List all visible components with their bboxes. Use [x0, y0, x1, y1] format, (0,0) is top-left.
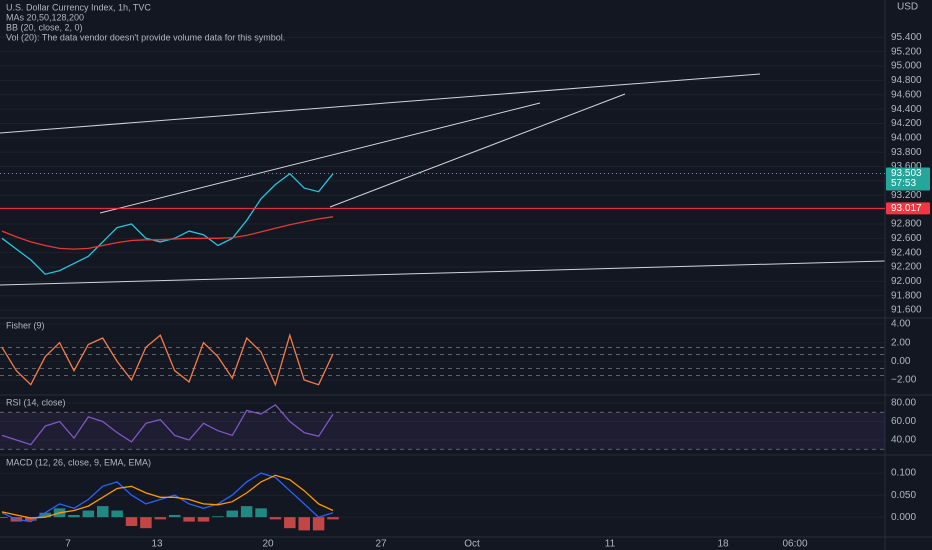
currency-unit[interactable]: USD — [897, 2, 918, 13]
pane-title: U.S. Dollar Currency Index, 1h, TVC — [6, 2, 151, 12]
histogram-bar — [0, 517, 8, 519]
histogram-bar — [298, 517, 310, 531]
y-tick-label: 2.00 — [891, 337, 911, 348]
y-tick-label: 80.00 — [891, 398, 916, 409]
y-tick-label: 93.200 — [891, 190, 922, 201]
y-tick-label: 0.000 — [891, 512, 916, 523]
y-tick-label: 92.800 — [891, 219, 922, 230]
y-tick-label: 0.100 — [891, 468, 916, 479]
legend-line: Vol (20): The data vendor doesn't provid… — [6, 32, 285, 42]
histogram-bar — [111, 510, 123, 518]
x-tick-label: 27 — [375, 539, 387, 550]
price-label-box — [886, 202, 930, 215]
histogram-bar — [226, 510, 239, 518]
series-line — [1, 216, 334, 250]
histogram-bar — [68, 514, 80, 518]
histogram-bar — [240, 506, 253, 518]
y-tick-label: 94.200 — [891, 118, 922, 129]
y-tick-label: −2.00 — [891, 375, 917, 386]
histogram-bar — [25, 517, 37, 521]
x-tick-label: 7 — [65, 539, 71, 550]
trend-line[interactable] — [99, 102, 541, 214]
y-tick-label: 94.000 — [891, 132, 922, 143]
price-label: 93.017 — [891, 203, 922, 214]
histogram-bar — [168, 514, 181, 518]
histogram-bar — [284, 517, 296, 529]
histogram-bar — [154, 517, 167, 520]
y-tick-label: 0.050 — [891, 490, 916, 501]
series-line — [1, 172, 334, 275]
histogram-bar — [183, 517, 195, 522]
legend-line: BB (20, close, 2, 0) — [6, 22, 83, 32]
y-tick-label: 91.800 — [891, 290, 922, 301]
y-tick-label: 60.00 — [891, 416, 916, 427]
y-tick-label: 92.000 — [891, 276, 922, 287]
y-tick-label: 95.400 — [891, 32, 922, 43]
histogram-bar — [125, 517, 138, 526]
countdown: 57:53 — [891, 178, 916, 189]
y-tick-label: 94.800 — [891, 75, 922, 86]
y-tick-label: 93.600 — [891, 161, 922, 172]
x-tick-label: 13 — [151, 539, 163, 550]
histogram-bar — [82, 510, 95, 518]
x-tick-label: 06:00 — [782, 539, 807, 550]
histogram-bar — [96, 506, 109, 518]
trend-line[interactable] — [0, 260, 886, 286]
histogram-bar — [212, 516, 224, 518]
x-tick-label: 20 — [262, 539, 274, 550]
y-tick-label: 94.400 — [891, 104, 922, 115]
pane-title: Fisher (9) — [6, 320, 45, 330]
y-tick-label: 92.400 — [891, 247, 922, 258]
histogram-bar — [140, 517, 152, 529]
series-line — [1, 474, 334, 519]
trend-line[interactable] — [329, 93, 626, 208]
trend-line[interactable] — [0, 73, 761, 134]
price-label-box — [886, 167, 930, 191]
histogram-bar — [269, 517, 282, 520]
pane-title: MACD (12, 26, close, 9, EMA, EMA) — [6, 457, 151, 467]
y-tick-label: 93.800 — [891, 147, 922, 158]
histogram-bar — [312, 517, 325, 531]
y-tick-label: 92.600 — [891, 233, 922, 244]
series-line — [1, 332, 334, 387]
pane-title: RSI (14, close) — [6, 397, 66, 407]
x-tick-label: Oct — [464, 539, 480, 550]
series-line — [1, 403, 334, 446]
y-tick-label: 40.00 — [891, 435, 916, 446]
y-tick-label: 4.00 — [891, 319, 911, 330]
y-tick-label: 92.200 — [891, 262, 922, 273]
y-tick-label: 95.000 — [891, 61, 922, 72]
histogram-bar — [255, 508, 267, 518]
y-tick-label: 95.200 — [891, 46, 922, 57]
x-tick-label: 11 — [605, 539, 616, 550]
histogram-bar — [197, 517, 210, 522]
y-tick-label: 94.600 — [891, 89, 922, 100]
y-tick-label: 0.00 — [891, 356, 911, 367]
x-tick-label: 18 — [717, 539, 729, 550]
legend-line: MAs 20,50,128,200 — [6, 12, 84, 22]
price-label: 93.503 — [891, 168, 922, 179]
histogram-bar — [39, 512, 51, 518]
y-tick-label: 91.600 — [891, 305, 922, 316]
histogram-bar — [327, 517, 339, 520]
rsi-band — [0, 412, 885, 450]
